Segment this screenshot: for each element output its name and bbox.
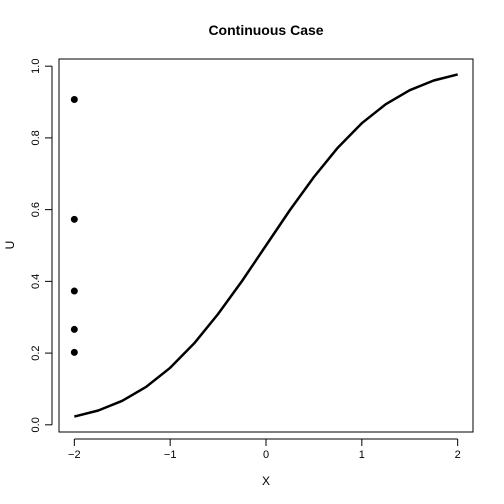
x-tick-label: 0 <box>263 449 269 461</box>
curve-line <box>74 73 458 418</box>
y-tick-label: 0.0 <box>30 417 42 432</box>
scatter-point <box>70 348 78 356</box>
x-axis-label: X <box>262 474 270 488</box>
y-axis-label: U <box>3 241 17 250</box>
plot-box <box>58 58 474 433</box>
y-axis: 0.0 0.2 0.4 0.6 0.8 1.0 <box>30 59 53 432</box>
y-tick-label: 0.4 <box>30 274 42 289</box>
y-tick-label: 0.8 <box>30 130 42 145</box>
x-tick-label: 1 <box>359 449 365 461</box>
scatter-point <box>70 96 78 104</box>
x-tick-label: 2 <box>455 449 461 461</box>
chart-title: Continuous Case <box>208 22 323 38</box>
y-tick-label: 1.0 <box>30 59 42 74</box>
x-tick-label: −1 <box>164 449 177 461</box>
scatter-point <box>70 287 78 295</box>
x-tick-label: −2 <box>68 449 81 461</box>
scatter-point <box>70 325 78 333</box>
y-tick-label: 0.2 <box>30 345 42 360</box>
y-tick-label: 0.6 <box>30 202 42 217</box>
series-layer <box>70 73 458 418</box>
x-axis: −2 −1 0 1 2 <box>68 438 461 461</box>
scatter-point <box>70 215 78 223</box>
